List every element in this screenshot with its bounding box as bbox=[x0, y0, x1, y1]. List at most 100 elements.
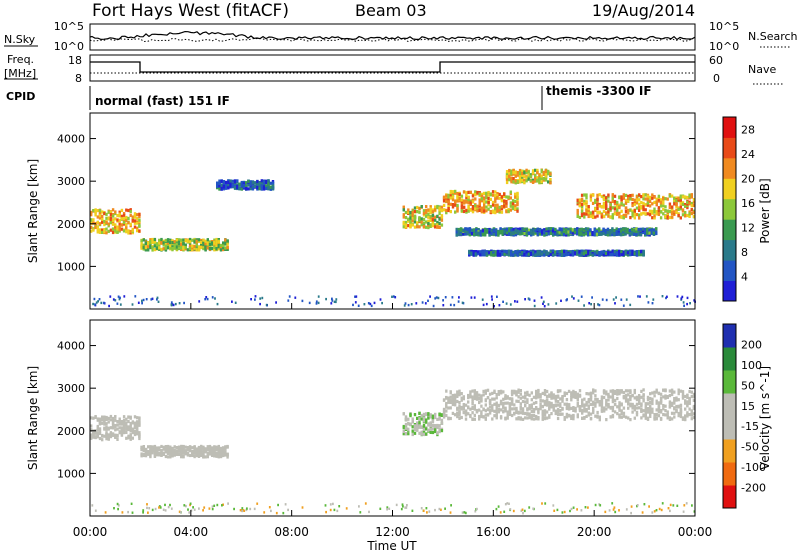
echo-cell bbox=[98, 431, 102, 436]
echo-cell bbox=[622, 195, 625, 199]
echo-cell bbox=[598, 204, 601, 208]
echo-cell bbox=[471, 402, 474, 406]
echo-cell bbox=[629, 402, 632, 406]
echo-cell bbox=[513, 412, 516, 416]
echo-cell bbox=[616, 391, 619, 395]
ground-scatter-cell bbox=[379, 298, 382, 301]
ground-scatter-cell bbox=[287, 299, 290, 302]
echo-cell bbox=[602, 209, 606, 213]
echo-cell bbox=[467, 195, 470, 199]
echo-cell bbox=[404, 216, 408, 220]
echo-cell bbox=[607, 199, 610, 203]
echo-cell bbox=[436, 424, 439, 428]
echo-cell bbox=[217, 448, 220, 452]
echo-cell bbox=[521, 417, 525, 421]
echo-cell bbox=[180, 242, 183, 247]
ground-scatter-cell bbox=[117, 295, 120, 298]
echo-cell bbox=[536, 249, 539, 253]
echo-cell bbox=[467, 393, 470, 398]
ground-scatter-cell bbox=[444, 296, 447, 299]
echo-cell bbox=[98, 209, 102, 213]
echo-cell bbox=[613, 202, 617, 206]
echo-cell bbox=[480, 397, 483, 402]
echo-cell bbox=[90, 416, 93, 420]
echo-cell bbox=[431, 427, 435, 431]
echo-cell bbox=[129, 429, 132, 433]
echo-cell bbox=[166, 246, 170, 250]
ground-scatter-cell bbox=[424, 302, 427, 305]
echo-cell bbox=[545, 394, 549, 398]
echo-cell bbox=[204, 448, 207, 452]
echo-cell bbox=[605, 211, 608, 215]
echo-cell bbox=[547, 232, 550, 236]
colorbar-tick-label: 4 bbox=[741, 271, 748, 284]
echo-cell bbox=[631, 394, 634, 398]
echo-cell bbox=[648, 229, 651, 233]
echo-cell bbox=[611, 199, 614, 203]
colorbar-segment bbox=[723, 239, 736, 261]
echo-cell bbox=[509, 196, 512, 200]
echo-cell bbox=[659, 198, 663, 202]
ground-scatter-cell bbox=[583, 304, 585, 307]
echo-cell bbox=[567, 233, 570, 237]
echo-cell bbox=[208, 447, 212, 451]
echo-cell bbox=[664, 205, 667, 209]
echo-cell bbox=[679, 216, 682, 220]
echo-cell bbox=[222, 248, 225, 252]
echo-cell bbox=[591, 253, 594, 257]
echo-cell bbox=[118, 226, 121, 230]
ground-scatter-cell bbox=[676, 295, 679, 298]
echo-cell bbox=[129, 210, 132, 214]
echo-cell bbox=[416, 210, 419, 214]
echo-cell bbox=[569, 228, 572, 232]
echo-cell bbox=[560, 249, 564, 253]
echo-cell bbox=[524, 403, 527, 408]
echo-cell bbox=[465, 208, 468, 212]
echo-cell bbox=[516, 173, 520, 177]
echo-cell bbox=[554, 232, 557, 236]
echo-cell bbox=[236, 185, 239, 189]
ground-scatter-cell bbox=[622, 304, 625, 307]
echo-cell bbox=[559, 412, 562, 416]
echo-cell bbox=[620, 215, 623, 219]
echo-cell bbox=[453, 413, 457, 417]
echo-cell bbox=[98, 436, 102, 441]
echo-cell bbox=[635, 410, 639, 414]
echo-cell bbox=[125, 417, 128, 421]
echo-cell bbox=[147, 248, 150, 252]
echo-cell bbox=[521, 411, 525, 415]
echo-cell bbox=[144, 448, 148, 452]
echo-cell bbox=[630, 231, 634, 235]
echo-cell bbox=[688, 194, 691, 198]
echo-cell bbox=[438, 427, 441, 431]
ground-scatter-cell bbox=[254, 295, 257, 298]
echo-cell bbox=[219, 248, 223, 252]
echo-cell bbox=[480, 197, 484, 201]
echo-cell bbox=[459, 228, 463, 232]
echo-cell bbox=[516, 170, 520, 175]
ground-scatter-cell bbox=[381, 301, 383, 305]
echo-cell bbox=[635, 213, 639, 217]
echo-cell bbox=[442, 398, 446, 402]
echo-cell bbox=[118, 228, 121, 232]
echo-cell bbox=[515, 410, 518, 414]
echo-cell bbox=[512, 177, 515, 181]
echo-cell bbox=[211, 447, 214, 451]
echo-cell bbox=[480, 410, 483, 414]
echo-cell bbox=[618, 206, 621, 210]
echo-cell bbox=[635, 395, 639, 399]
echo-cell bbox=[638, 401, 641, 406]
echo-cell bbox=[504, 417, 507, 421]
ground-scatter-cell bbox=[157, 300, 160, 303]
echo-cell bbox=[151, 449, 154, 453]
echo-cell bbox=[539, 395, 542, 399]
echo-cell bbox=[459, 232, 463, 236]
echo-cell bbox=[677, 207, 680, 211]
echo-cell bbox=[513, 389, 516, 393]
echo-cell bbox=[512, 251, 515, 255]
echo-cell bbox=[565, 253, 568, 257]
echo-cell bbox=[565, 228, 568, 232]
echo-cell bbox=[149, 244, 152, 248]
echo-cell bbox=[215, 445, 218, 449]
echo-cell bbox=[482, 408, 485, 412]
